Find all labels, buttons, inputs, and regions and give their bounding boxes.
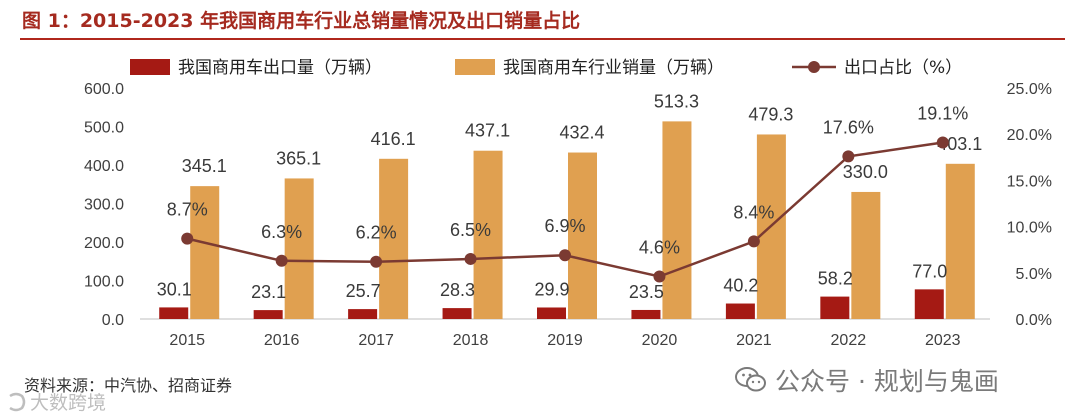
export-ratio-point [464,252,477,265]
export-volume-label: 23.5 [629,282,664,302]
export-ratio-point [370,255,383,268]
export-volume-label: 58.2 [818,269,853,289]
title-divider [20,38,1065,40]
export-ratio-point [936,136,949,149]
wechat-icon [735,367,766,392]
total-sales-bar [662,121,692,319]
total-sales-label: 330.0 [843,162,888,182]
total-sales-bar [473,150,503,319]
left-axis-tick-label: 200.0 [84,235,124,252]
x-axis-tick-label: 2017 [358,332,394,349]
legend-marker-ratio [808,61,820,73]
right-axis-tick-label: 0.0% [1016,312,1052,329]
right-axis-tick-label: 20.0% [1007,127,1052,144]
watermark-text: 公众号 · 规划与鬼画 [775,367,999,396]
right-axis-tick-label: 5.0% [1016,266,1052,283]
right-axis-tick-label: 25.0% [1007,81,1052,98]
export-volume-label: 77.0 [912,261,947,281]
legend-label-ratio: 出口占比（%） [844,58,962,78]
export-ratio-point [559,249,571,262]
export-ratio-label: 6.5% [450,220,491,240]
export-volume-label: 25.7 [346,281,381,301]
combo-chart: 0.0 100.0 200.0 300.0 400.0 500.0 600.0 0.0% 5.0… [84,58,1052,349]
x-axis-tick-label: 2022 [831,332,867,349]
x-axis-tick-label: 2020 [642,332,678,349]
total-sales-label: 416.1 [371,129,416,149]
legend-swatch-export [130,59,170,75]
data-source: 资料来源：中汽协、招商证券 [24,376,233,395]
export-volume-bar [725,303,755,319]
total-sales-bar [284,178,314,319]
export-ratio-point [842,150,855,163]
left-axis-tick-label: 500.0 [84,120,124,137]
export-volume-bar [914,289,944,319]
export-ratio-label: 6.9% [544,216,585,236]
export-ratio-label: 6.3% [261,222,302,242]
x-axis-tick-label: 2019 [547,332,583,349]
left-axis-tick-label: 600.0 [84,81,124,98]
total-sales-label: 479.3 [748,104,793,124]
total-sales-label: 365.1 [276,148,321,168]
left-axis-tick-label: 400.0 [84,158,124,175]
total-sales-bar [851,191,881,319]
export-ratio-label: 8.7% [167,200,208,220]
total-sales-label: 345.1 [182,156,227,176]
export-ratio-point [275,254,288,267]
legend-label-export: 我国商用车出口量（万辆） [178,58,382,78]
left-axis-tick-label: 300.0 [84,197,124,214]
right-axis-tick-label: 10.0% [1007,220,1052,237]
export-ratio-label: 8.4% [733,202,774,222]
export-volume-bar [348,309,378,319]
x-axis-tick-label: 2023 [925,332,961,349]
export-ratio-label: 19.1% [917,104,968,124]
total-sales-bar [568,152,597,319]
export-volume-bar [631,309,661,319]
export-volume-label: 28.3 [440,280,475,300]
total-sales-bar [945,163,975,319]
x-axis-tick-label: 2015 [169,332,205,349]
left-axis-tick-label: 0.0 [102,312,124,329]
export-ratio-point [181,232,194,245]
export-volume-bar [442,308,472,319]
x-axis-tick-label: 2018 [453,332,489,349]
export-volume-label: 30.1 [157,279,192,299]
x-axis-tick-label: 2021 [736,332,772,349]
right-axis-tick-label: 15.0% [1007,173,1052,190]
export-ratio-label: 4.6% [639,237,680,257]
total-sales-label: 437.1 [465,121,510,141]
export-volume-label: 29.9 [534,279,569,299]
total-sales-label: 403.1 [937,134,982,154]
x-axis-tick-label: 2016 [264,332,300,349]
export-volume-label: 23.1 [251,282,286,302]
export-volume-label: 40.2 [723,276,758,296]
logo-mark-icon [9,392,26,411]
watermark: 公众号 · 规划与鬼画 [735,362,999,398]
total-sales-bar [379,158,409,319]
legend-swatch-total [455,59,495,75]
export-volume-bar [820,296,850,319]
total-sales-label: 432.4 [559,123,604,143]
export-ratio-label: 6.2% [356,223,397,243]
corner-logo-text: 大数跨境 [30,392,107,414]
chart-title: 图 1：2015-2023 年我国商用车行业总销量情况及出口销量占比 [22,10,581,32]
export-ratio-point [747,235,760,248]
total-sales-bar [190,186,220,319]
corner-logo: 大数跨境 [6,388,106,415]
export-volume-bar [537,307,566,319]
export-ratio-label: 17.6% [823,117,874,137]
export-volume-bar [253,310,283,319]
left-axis-tick-label: 100.0 [84,274,124,291]
export-volume-bar [159,307,189,319]
export-ratio-point [653,270,666,283]
total-sales-label: 513.3 [654,91,699,111]
legend-label-total: 我国商用车行业销量（万辆） [503,58,724,78]
